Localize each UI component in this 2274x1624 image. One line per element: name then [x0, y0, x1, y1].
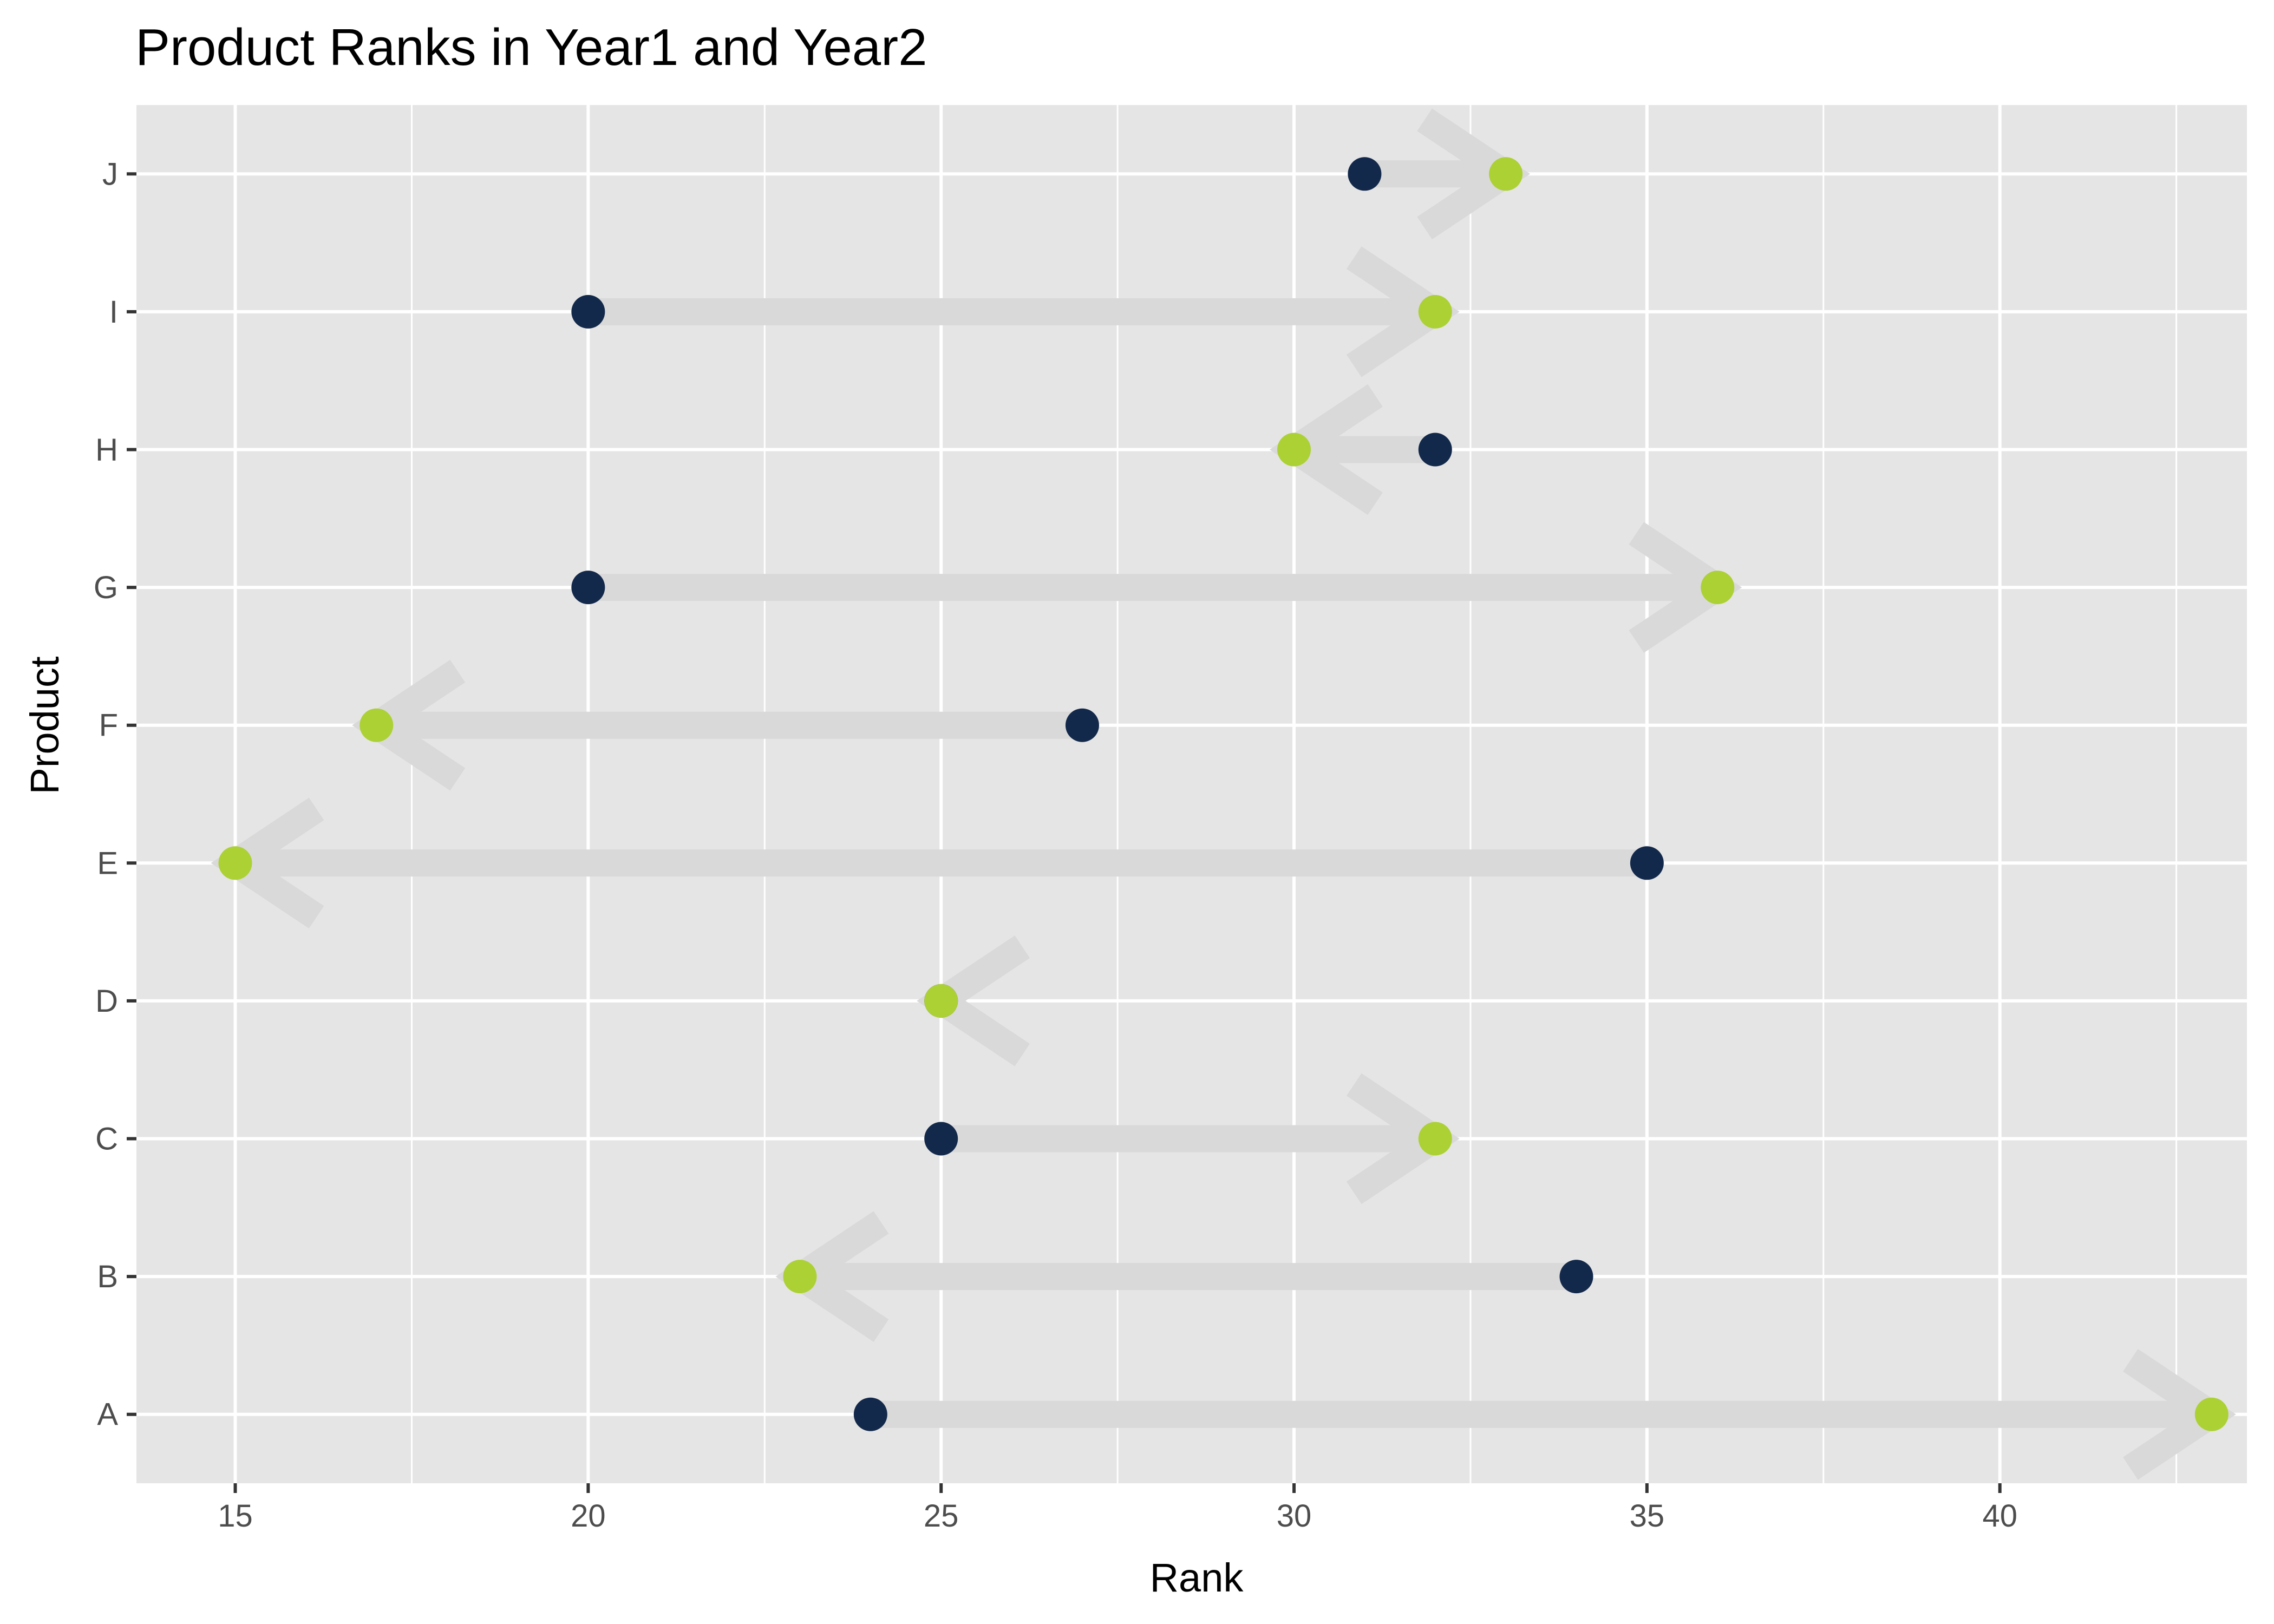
point-year1-F: [1065, 708, 1099, 742]
point-year2-E: [218, 846, 252, 880]
points: [218, 157, 2229, 1431]
y-tick-label: B: [97, 1259, 118, 1294]
point-year2-B: [783, 1260, 817, 1294]
point-year2-F: [360, 708, 394, 742]
point-year1-B: [1559, 1260, 1593, 1294]
point-year2-A: [2194, 1397, 2229, 1431]
point-year1-I: [571, 294, 605, 329]
point-year1-C: [924, 1122, 958, 1156]
point-year1-H: [1418, 433, 1452, 467]
point-year1-A: [853, 1397, 887, 1431]
x-tick-label: 25: [924, 1498, 959, 1534]
y-tick-label: E: [97, 846, 118, 881]
point-year2-D: [924, 984, 958, 1018]
y-tick-label: A: [97, 1397, 118, 1432]
plot-panel: [136, 105, 2247, 1483]
y-tick-label: D: [95, 984, 118, 1019]
x-tick-label: 30: [1277, 1498, 1312, 1534]
x-tick-label: 40: [1982, 1498, 2017, 1534]
y-tick-label: I: [109, 294, 118, 330]
point-year2-J: [1489, 157, 1523, 191]
chart-title: Product Ranks in Year1 and Year2: [135, 18, 927, 76]
point-year1-G: [571, 571, 605, 605]
y-tick-label: F: [99, 708, 118, 743]
x-tick-label: 20: [571, 1498, 606, 1534]
point-year2-I: [1418, 294, 1452, 329]
y-tick-label: C: [95, 1122, 118, 1157]
x-tick-label: 15: [218, 1498, 253, 1534]
point-year2-C: [1418, 1122, 1452, 1156]
y-axis-title: Product: [22, 656, 67, 794]
y-tick-label: H: [95, 433, 118, 468]
x-tick-label: 35: [1630, 1498, 1665, 1534]
minor-gridlines: [410, 105, 2178, 1483]
x-axis-title: Rank: [1150, 1555, 1244, 1600]
y-tick-label: J: [102, 156, 118, 192]
point-year1-E: [1630, 846, 1664, 880]
y-axis: A B C D E F G H I J: [94, 156, 136, 1432]
x-axis: 15 20 25 30 35 40: [218, 1483, 2017, 1534]
point-year2-G: [1701, 571, 1735, 605]
y-tick-label: G: [94, 570, 118, 605]
point-year1-J: [1348, 157, 1382, 191]
point-year2-H: [1277, 433, 1311, 467]
